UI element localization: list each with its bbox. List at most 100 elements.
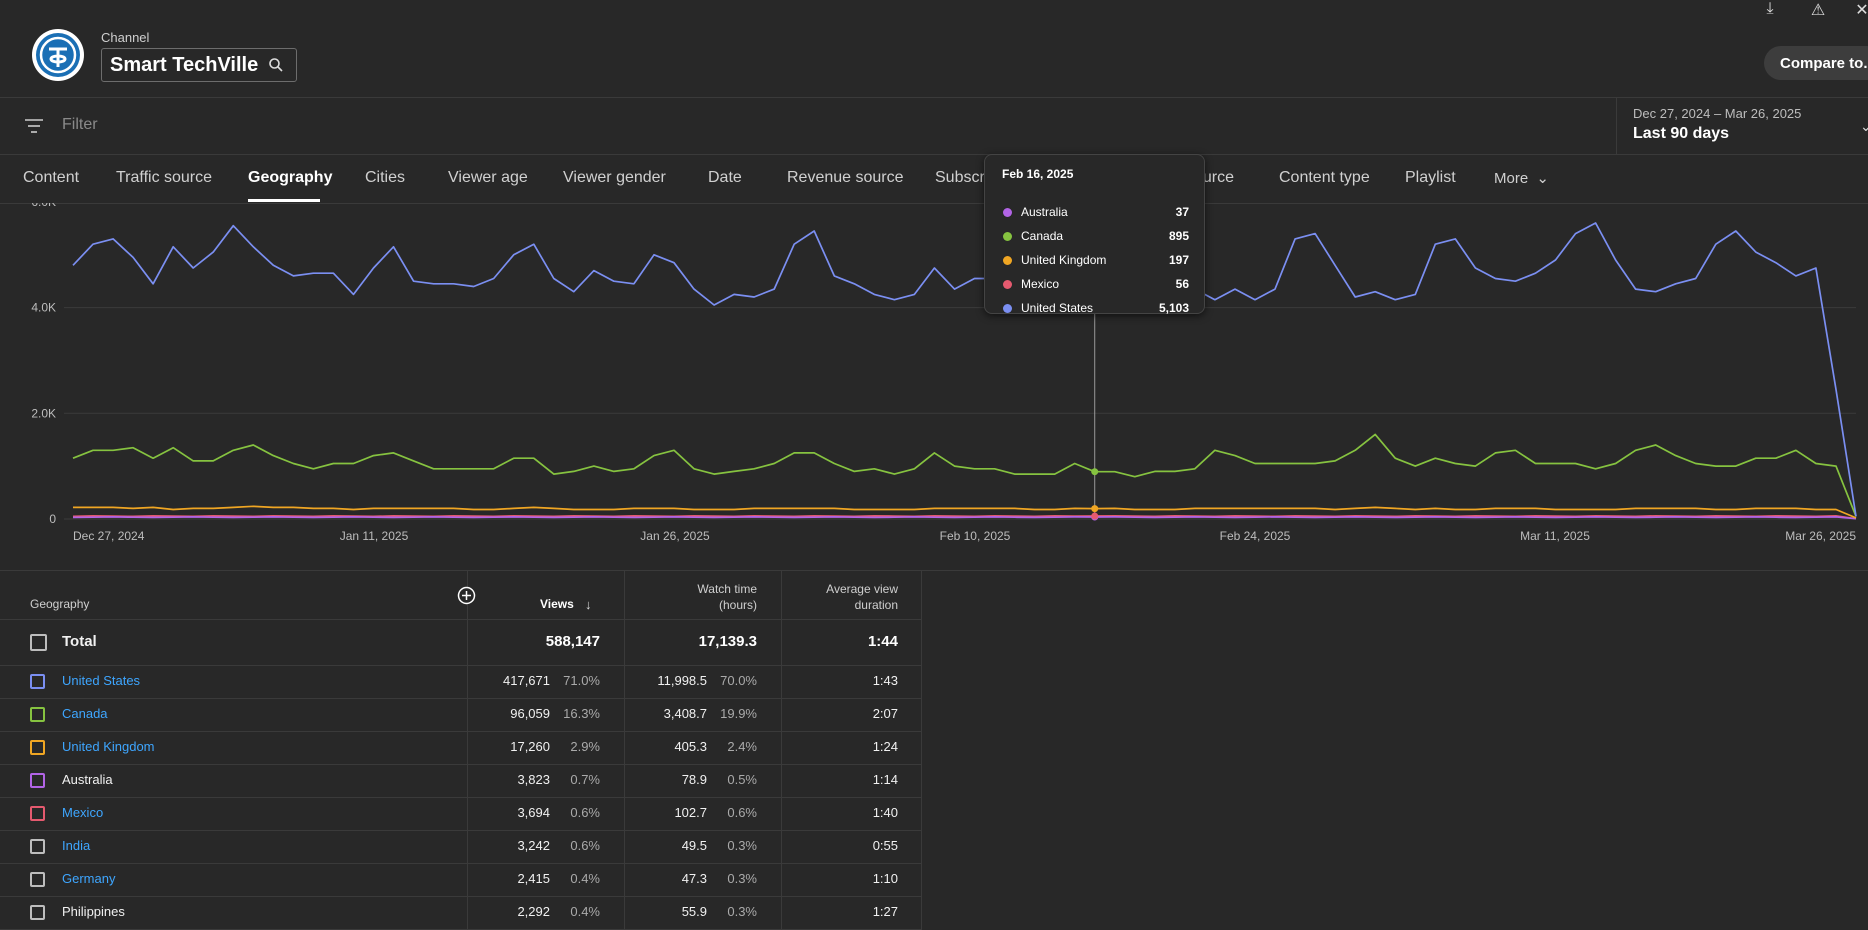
- column-header-views[interactable]: Views: [540, 597, 574, 611]
- y-tick-label: 4.0K: [31, 301, 56, 315]
- date-range-text: Dec 27, 2024 – Mar 26, 2025: [1633, 106, 1802, 121]
- tab-content[interactable]: Content: [23, 169, 80, 186]
- row-checkbox[interactable]: [30, 872, 45, 887]
- tooltip-row: Canada 895: [1003, 227, 1189, 245]
- views-value: 17,260: [510, 739, 550, 754]
- feedback-icon[interactable]: ⚠: [1810, 2, 1826, 19]
- tab-viewer-age[interactable]: Viewer age: [448, 169, 528, 186]
- column-divider: [781, 570, 782, 930]
- views-percent: 71.0%: [563, 673, 600, 688]
- legend-dot-icon: [1003, 207, 1012, 217]
- row-divider: [0, 665, 922, 666]
- x-tick-label: Dec 27, 2024: [73, 529, 145, 543]
- column-divider: [624, 570, 625, 930]
- column-divider: [921, 570, 922, 930]
- total-views: 588,147: [545, 633, 600, 650]
- filter-icon[interactable]: [24, 117, 44, 135]
- channel-name: Smart TechVille: [110, 53, 259, 76]
- filter-input[interactable]: Filter: [62, 116, 98, 133]
- watch-time-percent: 0.3%: [727, 871, 757, 886]
- channel-logo: [32, 29, 84, 81]
- tab-cities[interactable]: Cities: [365, 169, 406, 186]
- y-tick-label: 0: [49, 512, 56, 526]
- views-percent: 16.3%: [563, 706, 600, 721]
- column-header-watch-time-unit: (hours): [718, 598, 757, 612]
- tab-revenue-source[interactable]: Revenue source: [787, 169, 904, 186]
- row-checkbox[interactable]: [30, 740, 45, 755]
- table-top-divider: [0, 570, 1868, 571]
- row-divider: [0, 698, 922, 699]
- row-checkbox[interactable]: [30, 839, 45, 854]
- geography-name[interactable]: Canada: [62, 706, 108, 721]
- row-divider: [0, 764, 922, 765]
- tab-content-type[interactable]: Content type: [1279, 169, 1370, 186]
- views-value: 3,823: [517, 772, 550, 787]
- row-divider: [0, 830, 922, 831]
- geography-name[interactable]: Germany: [62, 871, 116, 886]
- views-percent: 0.6%: [570, 838, 600, 853]
- row-checkbox[interactable]: [30, 707, 45, 722]
- legend-dot-icon: [1003, 231, 1012, 241]
- row-checkbox[interactable]: [30, 674, 45, 689]
- column-header-avg-duration[interactable]: Average view: [826, 582, 898, 596]
- date-period-text: Last 90 days: [1633, 125, 1730, 142]
- column-header-avg-duration-2: duration: [854, 598, 898, 612]
- avg-duration-value: 1:27: [872, 904, 898, 919]
- tooltip-row: United Kingdom 197: [1003, 251, 1189, 269]
- views-value: 3,242: [517, 838, 550, 853]
- tab-viewer-gender[interactable]: Viewer gender: [563, 169, 666, 186]
- x-tick-label: Feb 24, 2025: [1220, 529, 1291, 543]
- legend-dot-icon: [1003, 303, 1012, 313]
- tab-more[interactable]: More ⌄: [1494, 169, 1549, 187]
- tooltip-series-value: 37: [1175, 205, 1189, 219]
- series-line-united-kingdom: [73, 505, 1857, 519]
- line-chart[interactable]: 0 2.0K 4.0K 6.0K Dec 27, 2024 Jan 11, 2025 Ja…: [0, 203, 1868, 570]
- avg-duration-value: 2:07: [872, 706, 898, 721]
- views-value: 2,292: [517, 904, 550, 919]
- compare-to-button[interactable]: Compare to...: [1764, 46, 1868, 80]
- column-header-geography[interactable]: Geography: [30, 597, 90, 611]
- x-tick-label: Jan 11, 2025: [340, 529, 409, 543]
- views-value: 417,671: [503, 673, 550, 688]
- watch-time-percent: 70.0%: [720, 673, 757, 688]
- channel-selector[interactable]: Smart TechVille: [101, 48, 298, 82]
- views-percent: 0.4%: [570, 871, 600, 886]
- filter-bar: [0, 98, 1868, 155]
- tooltip-row: Mexico 56: [1003, 275, 1189, 293]
- chevron-down-icon[interactable]: ⌄: [1860, 118, 1868, 134]
- tab-playlist[interactable]: Playlist: [1405, 169, 1456, 186]
- download-icon[interactable]: ⤓: [1766, 0, 1774, 17]
- watch-time-value: 11,998.5: [657, 673, 707, 688]
- tooltip-series-name: Mexico: [1021, 277, 1060, 291]
- geography-name[interactable]: Mexico: [62, 805, 104, 820]
- row-checkbox[interactable]: [30, 773, 45, 788]
- column-header-watch-time[interactable]: Watch time: [697, 582, 757, 596]
- row-checkbox[interactable]: [30, 905, 45, 920]
- row-divider: [0, 619, 922, 620]
- total-watch-time: 17,139.3: [698, 633, 757, 650]
- row-divider: [0, 896, 922, 897]
- tooltip-series-name: United States: [1021, 301, 1094, 315]
- avg-duration-value: 1:10: [872, 871, 898, 886]
- tab-date[interactable]: Date: [708, 169, 742, 186]
- sort-arrow-down-icon[interactable]: ↓: [585, 597, 592, 612]
- geography-name[interactable]: India: [62, 838, 91, 853]
- watch-time-value: 49.5: [681, 838, 707, 853]
- add-column-icon[interactable]: [457, 586, 476, 605]
- watch-time-value: 102.7: [674, 805, 707, 820]
- close-icon[interactable]: ✕: [1855, 2, 1868, 19]
- tab-traffic-source[interactable]: Traffic source: [116, 169, 213, 186]
- avg-duration-value: 1:24: [872, 739, 898, 754]
- row-checkbox[interactable]: [30, 806, 45, 821]
- views-percent: 0.6%: [570, 805, 600, 820]
- geography-name[interactable]: United Kingdom: [62, 739, 155, 754]
- row-divider: [0, 863, 922, 864]
- geography-name: Philippines: [62, 904, 125, 919]
- total-checkbox[interactable]: [30, 634, 47, 651]
- views-percent: 0.4%: [570, 904, 600, 919]
- geography-name[interactable]: United States: [62, 673, 141, 688]
- tab-geography[interactable]: Geography: [248, 169, 333, 186]
- date-range-selector[interactable]: [1616, 98, 1868, 154]
- tab-subscription[interactable]: Subscri: [935, 169, 989, 186]
- tooltip-series-value: 5,103: [1158, 301, 1189, 315]
